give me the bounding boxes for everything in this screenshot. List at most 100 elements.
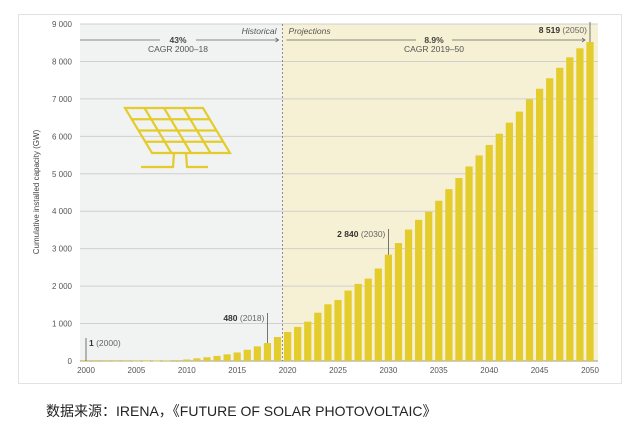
annotation-year: (2030) bbox=[361, 229, 386, 239]
bar-2013 bbox=[213, 355, 221, 361]
x-tick-label: 2020 bbox=[279, 366, 297, 375]
x-tick-label: 2050 bbox=[581, 366, 599, 375]
bar-2049 bbox=[576, 48, 584, 361]
bar-2006 bbox=[142, 360, 151, 362]
bar-2036 bbox=[445, 189, 453, 361]
chart-frame bbox=[18, 14, 622, 384]
bar-2033 bbox=[415, 219, 423, 361]
bar-2021 bbox=[294, 326, 302, 361]
historical-region bbox=[80, 24, 283, 361]
bar-2001 bbox=[92, 360, 100, 362]
bar-2016 bbox=[243, 349, 251, 361]
bar-2030 bbox=[384, 254, 392, 361]
bar-2029 bbox=[374, 268, 382, 361]
annotation-value: 2 840 bbox=[337, 229, 361, 239]
bar-2017 bbox=[253, 346, 261, 361]
annotation-value: 8 519 bbox=[539, 25, 563, 35]
annotation-value: 1 bbox=[89, 338, 96, 348]
bar-2005 bbox=[132, 360, 140, 362]
bar-2010 bbox=[183, 359, 191, 361]
x-tick-label: 2010 bbox=[178, 366, 196, 375]
bar-2050 bbox=[586, 42, 594, 362]
annotation-year: (2018) bbox=[240, 313, 265, 323]
bar-2038 bbox=[465, 166, 473, 361]
x-tick-label: 2035 bbox=[430, 366, 448, 375]
bar-2004 bbox=[122, 360, 130, 362]
x-tick-label: 2005 bbox=[128, 366, 146, 375]
projections-label: Projections bbox=[289, 26, 332, 36]
bar-2024 bbox=[324, 304, 332, 361]
bar-2039 bbox=[475, 155, 483, 361]
bar-2044 bbox=[525, 99, 534, 361]
annotation-2030: 2 840 (2030) bbox=[337, 229, 385, 239]
bar-2031 bbox=[394, 243, 403, 361]
bar-2009 bbox=[173, 360, 181, 361]
projection-arrowhead-icon bbox=[581, 37, 586, 43]
x-tick-label: 2045 bbox=[531, 366, 549, 375]
y-tick-label: 4 000 bbox=[52, 207, 73, 216]
bar-2041 bbox=[495, 133, 503, 361]
projection-cagr-value: 8.9% bbox=[424, 35, 444, 45]
bar-2040 bbox=[485, 144, 493, 361]
bar-2028 bbox=[364, 278, 372, 361]
bar-2026 bbox=[344, 290, 352, 361]
y-tick-label: 8 000 bbox=[52, 57, 73, 66]
y-tick-label: 9 000 bbox=[52, 20, 73, 29]
y-tick-label: 5 000 bbox=[52, 170, 73, 179]
bar-2027 bbox=[354, 283, 362, 361]
x-tick-label: 2030 bbox=[380, 366, 398, 375]
bar-2023 bbox=[314, 312, 322, 361]
bar-2014 bbox=[223, 354, 231, 361]
bar-2047 bbox=[556, 67, 564, 361]
x-tick-label: 2015 bbox=[228, 366, 246, 375]
bar-2037 bbox=[455, 178, 463, 361]
projection-cagr-label: CAGR 2019–50 bbox=[404, 44, 464, 54]
bar-2008 bbox=[163, 360, 171, 362]
y-tick-label: 0 bbox=[68, 357, 73, 366]
source-caption: 数据来源：IRENA，《FUTURE OF SOLAR PHOTOVOLTAIC… bbox=[46, 403, 437, 419]
bar-2048 bbox=[566, 57, 574, 361]
x-tick-label: 2040 bbox=[480, 366, 498, 375]
annotation-2050: 8 519 (2050) bbox=[539, 25, 587, 35]
bar-2043 bbox=[515, 111, 524, 362]
y-tick-label: 6 000 bbox=[52, 132, 73, 141]
solar-panel-icon bbox=[123, 106, 232, 155]
historical-cagr-label: CAGR 2000–18 bbox=[148, 44, 208, 54]
bar-2002 bbox=[102, 360, 110, 362]
bar-2035 bbox=[435, 200, 443, 361]
annotation-value: 480 bbox=[223, 313, 240, 323]
bar-2032 bbox=[404, 229, 413, 361]
solar-panel-stand-icon bbox=[141, 152, 176, 169]
x-tick-label: 2000 bbox=[77, 366, 95, 375]
bar-2007 bbox=[152, 360, 161, 362]
historical-label: Historical bbox=[242, 26, 278, 36]
bar-2012 bbox=[203, 357, 211, 361]
annotation-2018: 480 (2018) bbox=[223, 313, 264, 323]
y-axis-label: Cumulative installed capacity (GW) bbox=[32, 129, 41, 254]
y-tick-label: 1 000 bbox=[52, 320, 73, 329]
bar-2034 bbox=[425, 211, 433, 361]
annotation-year: (2000) bbox=[96, 338, 121, 348]
bar-2000 bbox=[82, 360, 90, 362]
y-tick-label: 2 000 bbox=[52, 282, 73, 291]
bar-2042 bbox=[505, 122, 513, 362]
bar-2022 bbox=[304, 321, 312, 361]
bar-2019 bbox=[273, 337, 282, 361]
bar-2020 bbox=[284, 331, 292, 361]
bar-2011 bbox=[193, 358, 201, 361]
x-tick-label: 2025 bbox=[329, 366, 347, 375]
bar-2015 bbox=[233, 352, 241, 361]
solar-panel-icon-grid bbox=[182, 107, 212, 154]
solar-panel-stand-icon bbox=[184, 152, 208, 169]
annotation-year: (2050) bbox=[562, 25, 587, 35]
bar-2003 bbox=[112, 360, 120, 362]
y-tick-label: 3 000 bbox=[52, 245, 73, 254]
annotation-2000: 1 (2000) bbox=[89, 338, 121, 348]
y-tick-label: 7 000 bbox=[52, 95, 73, 104]
bar-2018 bbox=[263, 343, 272, 361]
historical-arrowhead-icon bbox=[275, 37, 280, 43]
bar-2025 bbox=[334, 299, 342, 361]
historical-cagr-value: 43% bbox=[169, 35, 186, 45]
bar-2045 bbox=[536, 88, 544, 361]
